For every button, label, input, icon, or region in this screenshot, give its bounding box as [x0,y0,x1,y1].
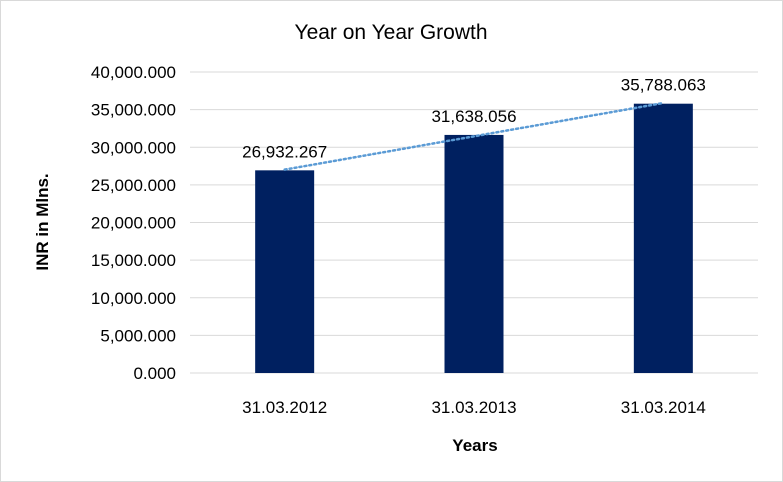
data-label: 35,788.063 [621,76,706,95]
bar [444,134,504,373]
y-tick-label: 25,000.000 [91,176,176,195]
y-tick-label: 35,000.000 [91,101,176,120]
data-labels: 26,932.267 31,638.056 35,788.063 [242,76,706,162]
y-tick-label: 40,000.000 [91,63,176,82]
trendline [283,101,665,171]
bar [633,103,693,373]
y-axis-ticks: 0.000 5,000.000 10,000.000 15,000.000 20,000… [91,63,176,383]
y-tick-label: 10,000.000 [91,289,176,308]
data-label: 31,638.056 [431,107,516,126]
x-axis-ticks: 31.03.2012 31.03.2013 31.03.2014 [242,398,706,417]
trendline-layer [283,101,665,171]
bars [255,103,693,373]
y-tick-label: 0.000 [133,364,176,383]
x-axis-title: Years [452,436,497,455]
y-tick-label: 30,000.000 [91,138,176,157]
x-tick-label: 31.03.2012 [242,398,327,417]
y-tick-label: 15,000.000 [91,251,176,270]
x-tick-label: 31.03.2013 [431,398,516,417]
data-label: 26,932.267 [242,142,327,161]
x-tick-label: 31.03.2014 [621,398,706,417]
y-tick-label: 20,000.000 [91,214,176,233]
y-tick-label: 5,000.000 [100,326,176,345]
y-axis-title: INR in Mlns. [33,173,52,270]
bar [255,170,315,373]
chart-title: Year on Year Growth [294,21,487,44]
